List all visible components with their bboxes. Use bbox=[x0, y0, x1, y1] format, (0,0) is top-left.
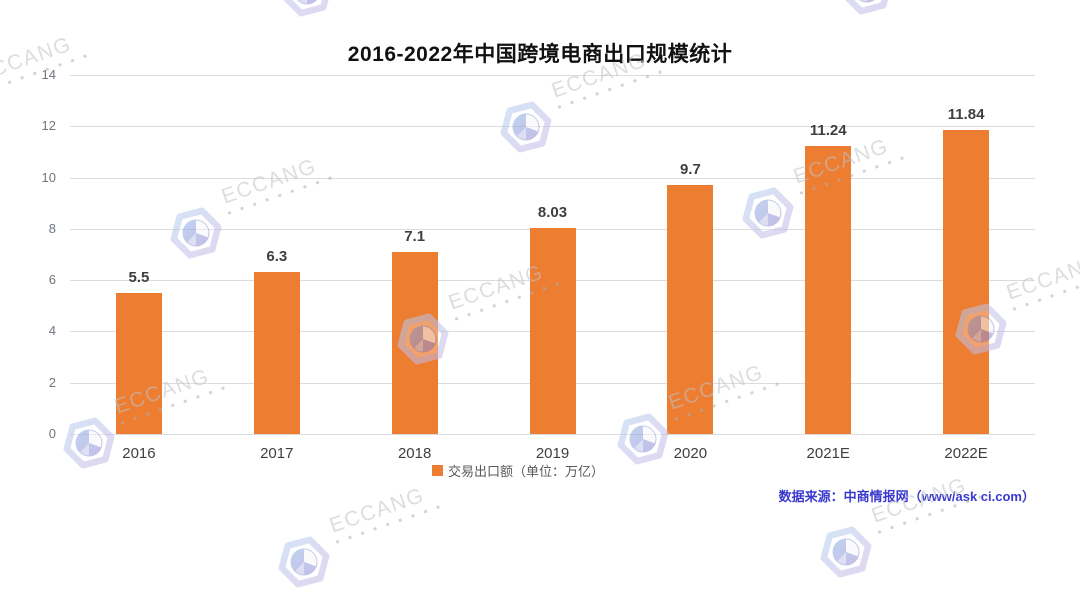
eccang-watermark-dots: ■ ■ ■ ■ ■ ■ ■ ■ ■ bbox=[335, 503, 445, 546]
bar-column: 8.03 2019 bbox=[484, 75, 622, 462]
bar-column: 11.24 2021E bbox=[759, 75, 897, 462]
bar bbox=[667, 185, 714, 434]
y-axis-tick-label: 4 bbox=[48, 323, 56, 339]
bar-series: 5.5 2016 6.3 2017 7.1 2018 8.03 2019 9.7 2020 11.2… bbox=[70, 75, 1035, 462]
bar bbox=[115, 292, 162, 434]
legend-swatch-icon bbox=[432, 465, 443, 476]
y-axis-tick-label: 8 bbox=[48, 220, 56, 236]
eccang-watermark bbox=[836, 0, 898, 22]
eccang-watermark-text: ECCANG bbox=[326, 483, 428, 538]
bar-column: 7.1 2018 bbox=[346, 75, 484, 462]
bar-value-label: 6.3 bbox=[266, 248, 288, 266]
legend: 交易出口额（单位：万亿） bbox=[432, 461, 604, 480]
bar bbox=[253, 272, 300, 434]
legend-label: 交易出口额（单位：万亿） bbox=[448, 464, 605, 479]
x-axis-label: 2022E bbox=[944, 445, 988, 462]
eccang-watermark-label: ECCANG ■ ■ ■ ■ ■ ■ ■ ■ ■ bbox=[327, 480, 445, 546]
bar-value-label: 11.24 bbox=[809, 121, 847, 139]
y-axis-tick-label: 10 bbox=[41, 169, 56, 185]
eccang-logo-icon bbox=[283, 0, 329, 17]
bar-column: 6.3 2017 bbox=[208, 75, 346, 462]
eccang-logo-icon bbox=[278, 536, 330, 588]
x-axis-label: 2020 bbox=[673, 445, 708, 462]
bar bbox=[391, 251, 438, 434]
gridline bbox=[70, 177, 1035, 179]
bar-value-label: 8.03 bbox=[537, 204, 568, 222]
bar-value-label: 5.5 bbox=[128, 268, 150, 286]
gridline bbox=[70, 75, 1035, 76]
x-axis-label: 2019 bbox=[535, 445, 570, 462]
bar-value-label: 9.7 bbox=[679, 161, 701, 179]
eccang-watermark: ECCANG ■ ■ ■ ■ ■ ■ ■ ■ ■ bbox=[815, 474, 993, 585]
bar bbox=[943, 130, 990, 434]
y-axis-tick-label: 14 bbox=[41, 67, 56, 82]
eccang-watermark bbox=[276, 0, 338, 24]
x-axis-label: 2016 bbox=[122, 445, 156, 462]
plot-area: 5.5 2016 6.3 2017 7.1 2018 8.03 2019 9.7 2020 11.2… bbox=[70, 75, 1035, 462]
bar-value-label: 7.1 bbox=[404, 227, 426, 245]
gridline bbox=[70, 434, 1035, 435]
y-axis: 0 2 4 6 8 10 12 14 bbox=[28, 67, 62, 441]
data-source-note: 数据来源：中商情报网（www/ask ci.com） bbox=[778, 489, 1035, 504]
eccang-logo-icon bbox=[845, 0, 889, 15]
x-axis-label: 2018 bbox=[397, 445, 432, 462]
y-axis-tick-label: 6 bbox=[48, 272, 56, 288]
bar bbox=[805, 145, 852, 434]
y-axis-tick-label: 12 bbox=[41, 118, 56, 134]
bar-column: 11.84 2022E bbox=[897, 75, 1035, 462]
y-axis-tick-label: 0 bbox=[48, 426, 56, 441]
chart-title: 2016-2022年中国跨境电商出口规模统计 bbox=[347, 43, 733, 66]
bar-value-label: 11.84 bbox=[947, 106, 985, 124]
eccang-logo-icon bbox=[820, 526, 872, 578]
eccang-watermark: ECCANG ■ ■ ■ ■ ■ ■ ■ ■ ■ bbox=[273, 484, 451, 595]
y-axis-tick-label: 2 bbox=[48, 374, 56, 390]
x-axis-label: 2017 bbox=[260, 445, 294, 462]
bar bbox=[529, 228, 576, 434]
bar-column: 9.7 2020 bbox=[621, 75, 759, 462]
gridline bbox=[70, 126, 1035, 128]
x-axis-label: 2021E bbox=[806, 445, 850, 462]
bar-column: 5.5 2016 bbox=[70, 75, 208, 462]
